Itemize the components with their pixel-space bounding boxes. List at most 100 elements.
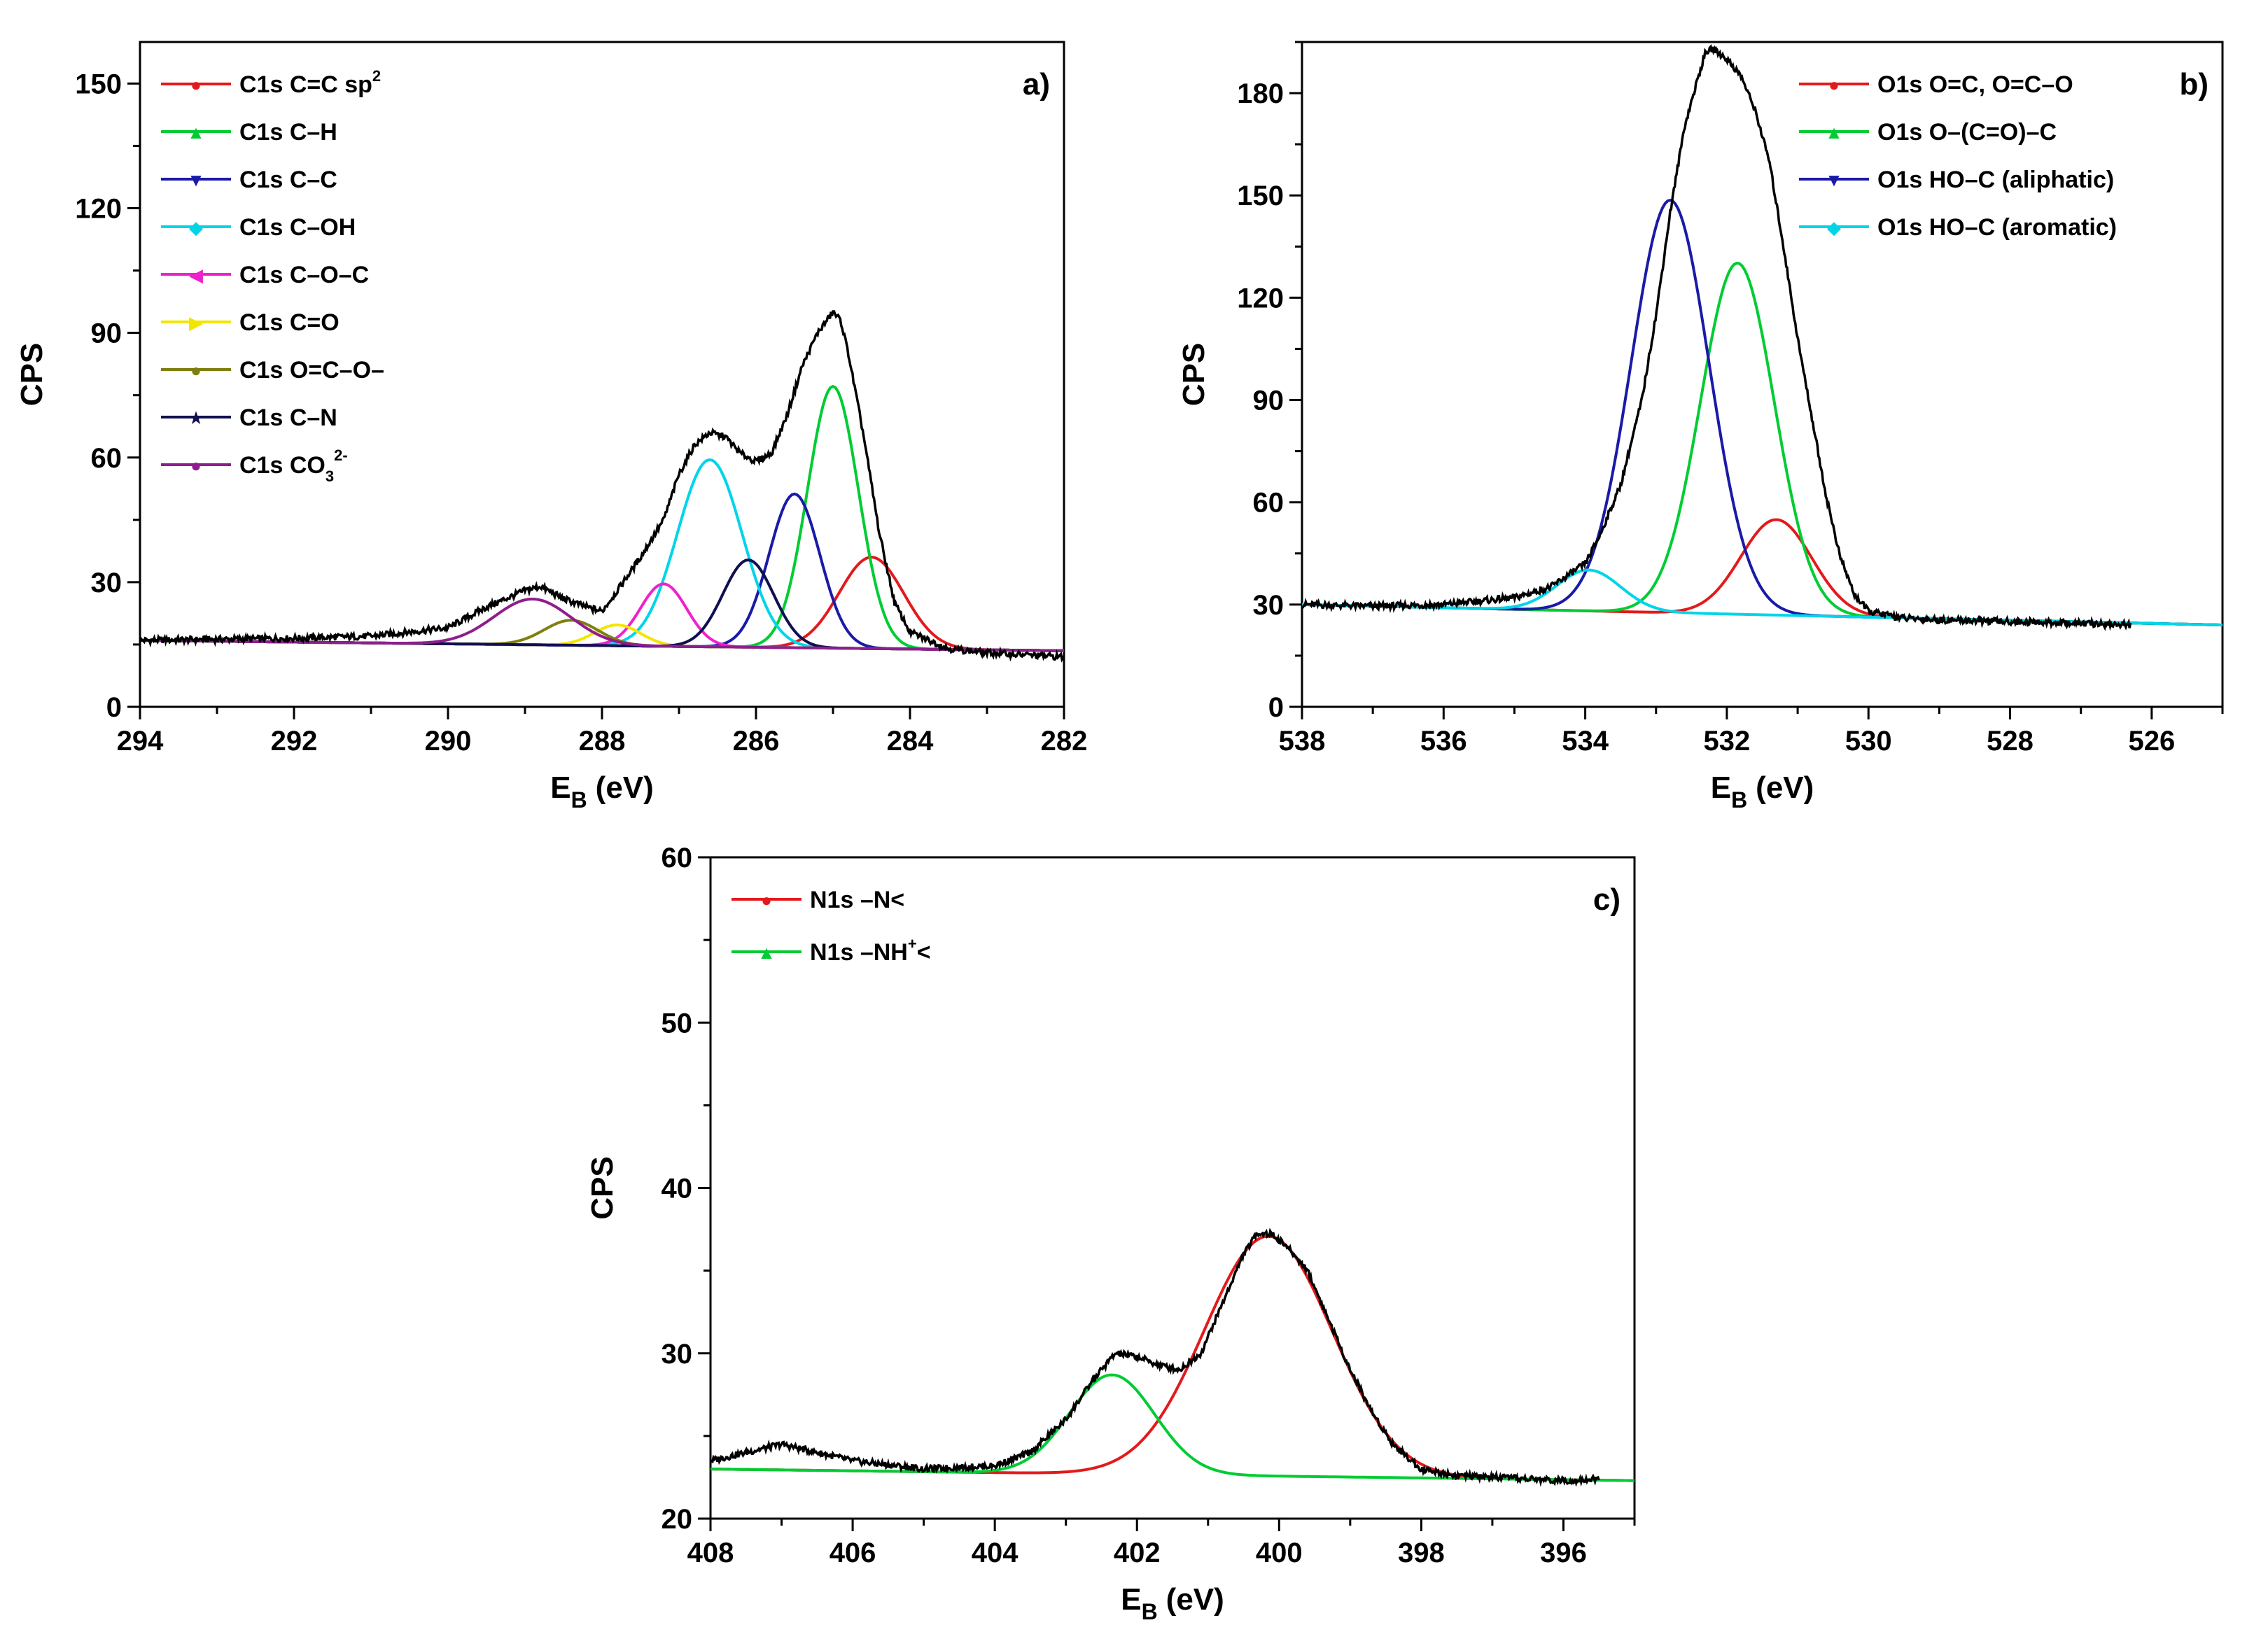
- x-tick-label: 534: [1562, 726, 1609, 757]
- legend-label: C1s C–OH: [239, 214, 356, 241]
- legend-marker: ★: [188, 407, 204, 428]
- x-tick-label: 288: [579, 726, 626, 757]
- y-tick-label: 20: [662, 1504, 693, 1535]
- panel-label: c): [1593, 882, 1620, 917]
- legend-label: C1s O=C–O–: [239, 357, 384, 384]
- legend-label: O1s HO–C (aliphatic): [1877, 167, 2114, 193]
- x-tick-label: 286: [733, 726, 780, 757]
- plot-area: [1302, 43, 2222, 631]
- y-tick-label: 90: [1253, 386, 1284, 416]
- legend-marker: ◀: [189, 265, 203, 286]
- legend-entry-6: ● C1s O=C–O–: [161, 357, 384, 384]
- legend-entry-2: ▼ O1s HO–C (aliphatic): [1799, 167, 2114, 193]
- text-part: C1s CO: [239, 452, 326, 479]
- x-tick-label: 282: [1041, 726, 1088, 757]
- y-tick-label: 60: [662, 843, 693, 873]
- panel-a-c1s: 294 292 290 288 286 284 282 0 30 60 90 120 150 EB (eV)…: [15, 41, 1088, 813]
- legend-marker: ▲: [1825, 122, 1843, 143]
- text-part: C1s C–H: [239, 119, 337, 146]
- y-tick-label: 90: [91, 318, 122, 349]
- legend-label: N1s –NH+<: [810, 935, 931, 966]
- plot-area: [710, 1228, 1634, 1487]
- x-tick-label: 526: [2128, 726, 2175, 757]
- y-tick-label: 60: [91, 443, 122, 474]
- measured-spectrum: [1302, 43, 2132, 631]
- text-part: C1s C–O–C: [239, 262, 369, 288]
- component-curve-0: [1302, 518, 2222, 627]
- y-axis-title: CPS: [585, 1156, 620, 1219]
- legend-marker: ▼: [187, 169, 205, 190]
- text-part: 3: [326, 467, 334, 485]
- legend-label: C1s C–C: [239, 167, 337, 193]
- y-tick-label: 150: [75, 69, 122, 99]
- legend-marker: ▶: [189, 312, 203, 333]
- x-tick-label: 530: [1845, 726, 1892, 757]
- text-part: O1s O=C, O=C–O: [1877, 71, 2073, 98]
- legend-entry-7: ★ C1s C–N: [161, 405, 337, 431]
- legend-entry-0: ● C1s C=C sp2: [161, 67, 381, 98]
- panel-c-n1s: 408 406 404 402 400 398 396 20 30 40 50 60 EB (eV) CPS…: [585, 843, 1636, 1624]
- text-part: B: [1142, 1599, 1158, 1624]
- x-tick-label: 396: [1540, 1538, 1587, 1568]
- y-tick-label: 180: [1237, 78, 1284, 109]
- x-tick-label: 292: [271, 726, 318, 757]
- text-part: (eV): [596, 771, 654, 805]
- x-axis-title: EB (eV): [1121, 1582, 1224, 1624]
- x-tick-label: 400: [1256, 1538, 1303, 1568]
- legend-label: C1s C=C sp2: [239, 67, 381, 98]
- text-part: 2: [372, 67, 381, 85]
- component-curve-1: [1302, 261, 2222, 627]
- legend-label: C1s C–H: [239, 119, 337, 146]
- x-tick-label: 538: [1279, 726, 1326, 757]
- legend-label: O1s O–(C=O)–C: [1877, 119, 2057, 146]
- plot-area: [140, 310, 1064, 663]
- text-part: (eV): [1756, 771, 1814, 805]
- legend-label: O1s O=C, O=C–O: [1877, 71, 2073, 98]
- y-tick-label: 120: [75, 194, 122, 225]
- text-part: C1s C–OH: [239, 214, 356, 241]
- legend-entry-3: ◆ O1s HO–C (aromatic): [1799, 214, 2117, 241]
- y-tick-label: 30: [1253, 590, 1284, 621]
- x-axis-title: EB (eV): [550, 771, 654, 813]
- text-part: E: [1121, 1582, 1141, 1617]
- x-tick-label: 408: [687, 1538, 734, 1568]
- component-curve-3: [1302, 568, 2222, 627]
- legend-label: N1s –N<: [810, 887, 904, 913]
- x-tick-label: 404: [972, 1538, 1018, 1568]
- legend-marker: ●: [1828, 74, 1840, 95]
- x-tick-label: 528: [1987, 726, 2033, 757]
- text-part: C1s C–C: [239, 167, 337, 193]
- text-part: O1s HO–C (aliphatic): [1877, 167, 2114, 193]
- y-tick-label: 50: [662, 1008, 693, 1039]
- text-part: B: [1731, 787, 1747, 813]
- text-part: 2-: [334, 446, 348, 464]
- text-part: C1s C=O: [239, 309, 340, 336]
- component-curve-3: [140, 458, 1064, 652]
- legend-entry-3: ◆ C1s C–OH: [161, 214, 356, 241]
- legend-marker: ●: [190, 360, 202, 381]
- y-tick-label: 120: [1237, 283, 1284, 314]
- y-tick-label: 30: [91, 568, 122, 598]
- legend-label: O1s HO–C (aromatic): [1877, 214, 2117, 241]
- legend-entry-0: ● N1s –N<: [732, 887, 904, 913]
- legend-marker: ▼: [1825, 169, 1843, 190]
- panel-b-o1s: 538 536 534 532 530 528 526 0 30 60 90 120 150 180 EB (…: [1177, 41, 2224, 813]
- x-tick-label: 402: [1114, 1538, 1161, 1568]
- legend-label: C1s C–N: [239, 405, 337, 431]
- text-part: B: [571, 787, 587, 813]
- text-part: +: [908, 935, 917, 952]
- component-curve-1: [710, 1373, 1634, 1482]
- y-tick-label: 0: [1268, 692, 1284, 723]
- y-tick-label: 30: [662, 1339, 693, 1370]
- legend-label: C1s C=O: [239, 309, 340, 336]
- text-part: O1s O–(C=O)–C: [1877, 119, 2057, 146]
- x-tick-label: 294: [117, 726, 164, 757]
- legend-entry-1: ▲ N1s –NH+<: [732, 935, 931, 966]
- legend-label: C1s CO32-: [239, 446, 348, 485]
- y-tick-label: 40: [662, 1174, 693, 1204]
- text-part: <: [917, 939, 931, 966]
- x-axis-title: EB (eV): [1711, 771, 1814, 813]
- measured-spectrum: [710, 1228, 1600, 1487]
- text-part: E: [1711, 771, 1731, 805]
